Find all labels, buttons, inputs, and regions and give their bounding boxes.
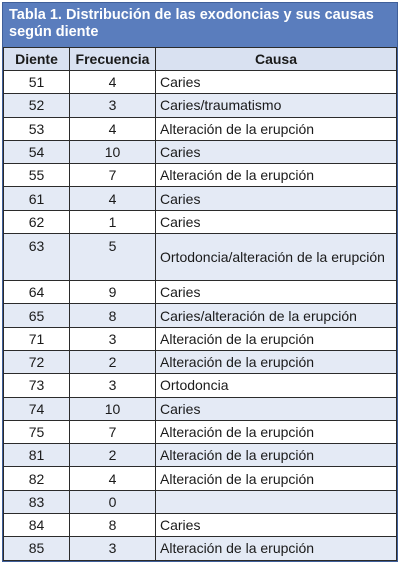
cell-frecuencia: 9 [69,280,156,305]
table-row: 81 2 Alteración de la erupción [3,443,397,468]
cell-frecuencia: 4 [69,186,156,211]
table-row: 73 3 Ortodoncia [3,373,397,398]
cell-frecuencia: 8 [69,513,156,538]
table-row: 62 1 Caries [3,209,397,235]
cell-causa: Caries/alteración de la erupción [155,303,397,328]
cell-causa: Alteración de la erupción [155,326,397,351]
cell-frecuencia: 3 [69,326,156,351]
table-row: 65 8 Caries/alteración de la erupción [3,303,397,328]
table-row: 74 10 Caries [3,396,397,421]
cell-causa: Ortodoncia/alteración de la erupción [155,233,397,282]
cell-causa: Alteración de la erupción [155,536,397,561]
cell-causa: Caries [155,209,397,235]
cell-diente: 83 [3,489,70,515]
cell-frecuencia: 4 [69,116,156,141]
cell-diente: 62 [3,209,70,235]
cell-frecuencia: 0 [69,489,156,515]
cell-frecuencia: 3 [69,536,156,561]
cell-frecuencia: 5 [69,233,156,282]
cell-diente: 63 [3,233,70,282]
table-row: 64 9 Caries [3,280,397,305]
cell-frecuencia: 3 [69,373,156,398]
cell-diente: 52 [3,93,70,118]
cell-frecuencia: 2 [69,443,156,468]
cell-causa: Caries [155,139,397,165]
cell-causa: Ortodoncia [155,373,397,398]
cell-causa [155,489,397,515]
header-diente: Diente [3,47,70,71]
header-frecuencia: Frecuencia [69,47,156,71]
cell-frecuencia: 7 [69,419,156,445]
cell-causa: Alteración de la erupción [155,466,397,491]
cell-causa: Caries [155,513,397,538]
cell-causa: Alteración de la erupción [155,419,397,445]
extractions-table: Diente Frecuencia Causa 51 4 Caries 52 3 Car… [3,47,397,561]
cell-diente: 84 [3,513,70,538]
table-row: 83 0 [3,489,397,515]
cell-frecuencia: 10 [69,139,156,165]
cell-diente: 73 [3,373,70,398]
table-row: 82 4 Alteración de la erupción [3,466,397,491]
cell-diente: 65 [3,303,70,328]
table-row: 72 2 Alteración de la erupción [3,349,397,375]
cell-causa: Alteración de la erupción [155,116,397,141]
cell-diente: 82 [3,466,70,491]
cell-causa: Caries [155,396,397,421]
cell-causa: Caries [155,69,397,95]
cell-frecuencia: 7 [69,163,156,188]
table-row: 84 8 Caries [3,513,397,538]
cell-diente: 72 [3,349,70,375]
cell-diente: 74 [3,396,70,421]
cell-diente: 53 [3,116,70,141]
cell-diente: 81 [3,443,70,468]
table-row: 54 10 Caries [3,139,397,165]
table-row: 63 5 Ortodoncia/alteración de la erupción [3,233,397,282]
cell-frecuencia: 8 [69,303,156,328]
table-row: 52 3 Caries/traumatismo [3,93,397,118]
cell-causa: Caries/traumatismo [155,93,397,118]
header-causa: Causa [155,47,397,71]
cell-causa: Alteración de la erupción [155,163,397,188]
table-row: 75 7 Alteración de la erupción [3,419,397,445]
cell-diente: 61 [3,186,70,211]
cell-frecuencia: 3 [69,93,156,118]
header-row: Diente Frecuencia Causa [3,47,397,71]
cell-causa: Alteración de la erupción [155,443,397,468]
table-row: 55 7 Alteración de la erupción [3,163,397,188]
cell-diente: 51 [3,69,70,95]
table-row: 85 3 Alteración de la erupción [3,536,397,561]
cell-diente: 75 [3,419,70,445]
cell-diente: 55 [3,163,70,188]
cell-frecuencia: 1 [69,209,156,235]
cell-diente: 71 [3,326,70,351]
cell-causa: Caries [155,280,397,305]
cell-frecuencia: 4 [69,69,156,95]
cell-frecuencia: 10 [69,396,156,421]
table-row: 71 3 Alteración de la erupción [3,326,397,351]
cell-causa: Alteración de la erupción [155,349,397,375]
cell-diente: 54 [3,139,70,165]
table-title: Tabla 1. Distribución de las exodoncias … [3,3,397,47]
table-row: 61 4 Caries [3,186,397,211]
cell-diente: 85 [3,536,70,561]
cell-frecuencia: 2 [69,349,156,375]
table-row: 53 4 Alteración de la erupción [3,116,397,141]
cell-causa: Caries [155,186,397,211]
cell-diente: 64 [3,280,70,305]
cell-frecuencia: 4 [69,466,156,491]
table-row: 51 4 Caries [3,69,397,95]
